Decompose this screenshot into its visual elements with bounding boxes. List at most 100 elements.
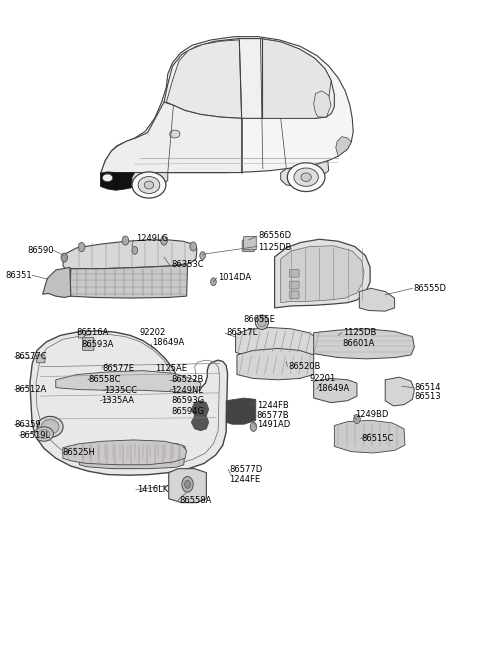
Text: 86577C: 86577C: [14, 352, 47, 362]
Text: 18649A: 18649A: [152, 338, 184, 347]
Text: 86522B: 86522B: [171, 375, 204, 384]
Polygon shape: [56, 371, 201, 393]
Polygon shape: [360, 288, 395, 311]
Circle shape: [211, 278, 216, 286]
Polygon shape: [336, 137, 351, 157]
Polygon shape: [275, 239, 370, 308]
Polygon shape: [281, 161, 329, 186]
Text: 1125AE: 1125AE: [156, 364, 188, 373]
Text: 86558C: 86558C: [89, 375, 121, 384]
Text: 86577E: 86577E: [103, 364, 135, 373]
Text: 92201: 92201: [310, 374, 336, 383]
Text: 86556D: 86556D: [258, 231, 291, 240]
Polygon shape: [237, 348, 313, 380]
Ellipse shape: [35, 427, 53, 441]
Text: 86593G: 86593G: [171, 396, 204, 405]
FancyBboxPatch shape: [243, 236, 256, 250]
Circle shape: [185, 481, 191, 488]
Text: 86525H: 86525H: [63, 449, 96, 457]
Text: 86517L: 86517L: [226, 328, 257, 337]
Text: 1244FE: 1244FE: [229, 476, 260, 484]
Text: 86512A: 86512A: [14, 385, 47, 394]
Circle shape: [354, 415, 360, 424]
Polygon shape: [261, 39, 331, 119]
Polygon shape: [167, 40, 241, 119]
Ellipse shape: [138, 176, 160, 193]
Circle shape: [122, 236, 129, 245]
Text: 1335CC: 1335CC: [104, 386, 137, 395]
Ellipse shape: [102, 174, 113, 181]
Ellipse shape: [41, 420, 59, 434]
Text: 86520B: 86520B: [288, 362, 321, 371]
Circle shape: [161, 236, 168, 245]
Polygon shape: [63, 240, 197, 269]
Ellipse shape: [169, 130, 180, 138]
FancyBboxPatch shape: [36, 355, 45, 363]
Text: 1125DB: 1125DB: [343, 328, 376, 337]
Text: 18649A: 18649A: [317, 384, 349, 394]
FancyBboxPatch shape: [289, 281, 299, 289]
Circle shape: [250, 422, 257, 432]
Polygon shape: [100, 102, 241, 174]
Polygon shape: [313, 329, 414, 359]
Text: 86577D: 86577D: [229, 465, 262, 474]
Polygon shape: [236, 328, 319, 358]
Ellipse shape: [294, 168, 318, 186]
Text: 92202: 92202: [139, 328, 165, 337]
Polygon shape: [63, 440, 187, 465]
Text: 86515C: 86515C: [361, 434, 394, 443]
Polygon shape: [168, 469, 206, 502]
FancyBboxPatch shape: [289, 291, 299, 299]
Text: 86351: 86351: [6, 271, 32, 280]
Text: 86558A: 86558A: [179, 496, 212, 505]
Polygon shape: [164, 39, 335, 119]
Ellipse shape: [132, 172, 166, 198]
Text: 1249BD: 1249BD: [355, 410, 388, 419]
Ellipse shape: [288, 163, 325, 191]
Text: 86516A: 86516A: [76, 328, 108, 337]
Text: 86513: 86513: [414, 392, 441, 402]
Text: 1491AD: 1491AD: [257, 421, 290, 430]
Polygon shape: [192, 401, 209, 418]
Text: 1335AA: 1335AA: [101, 396, 134, 405]
Polygon shape: [281, 246, 364, 303]
Polygon shape: [192, 414, 209, 431]
Ellipse shape: [144, 181, 154, 189]
Polygon shape: [132, 173, 168, 190]
Circle shape: [182, 477, 193, 492]
Circle shape: [190, 242, 196, 251]
Text: 86601A: 86601A: [343, 339, 375, 348]
Text: 86577B: 86577B: [257, 411, 289, 420]
Text: 86514: 86514: [414, 383, 441, 392]
Polygon shape: [313, 379, 357, 403]
Text: 86353C: 86353C: [171, 260, 204, 269]
Circle shape: [78, 242, 85, 252]
Text: 86590: 86590: [27, 246, 53, 255]
Text: 86555D: 86555D: [413, 284, 446, 293]
Polygon shape: [335, 421, 405, 453]
Text: 86655E: 86655E: [243, 315, 275, 324]
Polygon shape: [78, 331, 86, 338]
Ellipse shape: [255, 315, 268, 329]
Polygon shape: [70, 265, 188, 298]
Text: 1249NL: 1249NL: [171, 386, 203, 395]
Text: 86519L: 86519L: [19, 431, 50, 440]
Text: 86359: 86359: [14, 420, 41, 429]
Text: 86594G: 86594G: [171, 407, 204, 416]
Polygon shape: [79, 442, 185, 469]
Text: 1416LK: 1416LK: [137, 485, 168, 494]
Text: 1125DB: 1125DB: [258, 242, 291, 252]
Ellipse shape: [258, 318, 266, 327]
FancyBboxPatch shape: [289, 269, 299, 277]
Text: 1249LG: 1249LG: [136, 234, 168, 243]
Polygon shape: [100, 172, 135, 190]
Ellipse shape: [301, 173, 312, 181]
Text: 1244FB: 1244FB: [257, 401, 288, 410]
Polygon shape: [43, 267, 71, 297]
Polygon shape: [313, 91, 331, 117]
Polygon shape: [385, 377, 414, 406]
Ellipse shape: [37, 417, 63, 438]
Circle shape: [61, 253, 68, 262]
Ellipse shape: [38, 430, 50, 439]
Polygon shape: [226, 398, 256, 424]
